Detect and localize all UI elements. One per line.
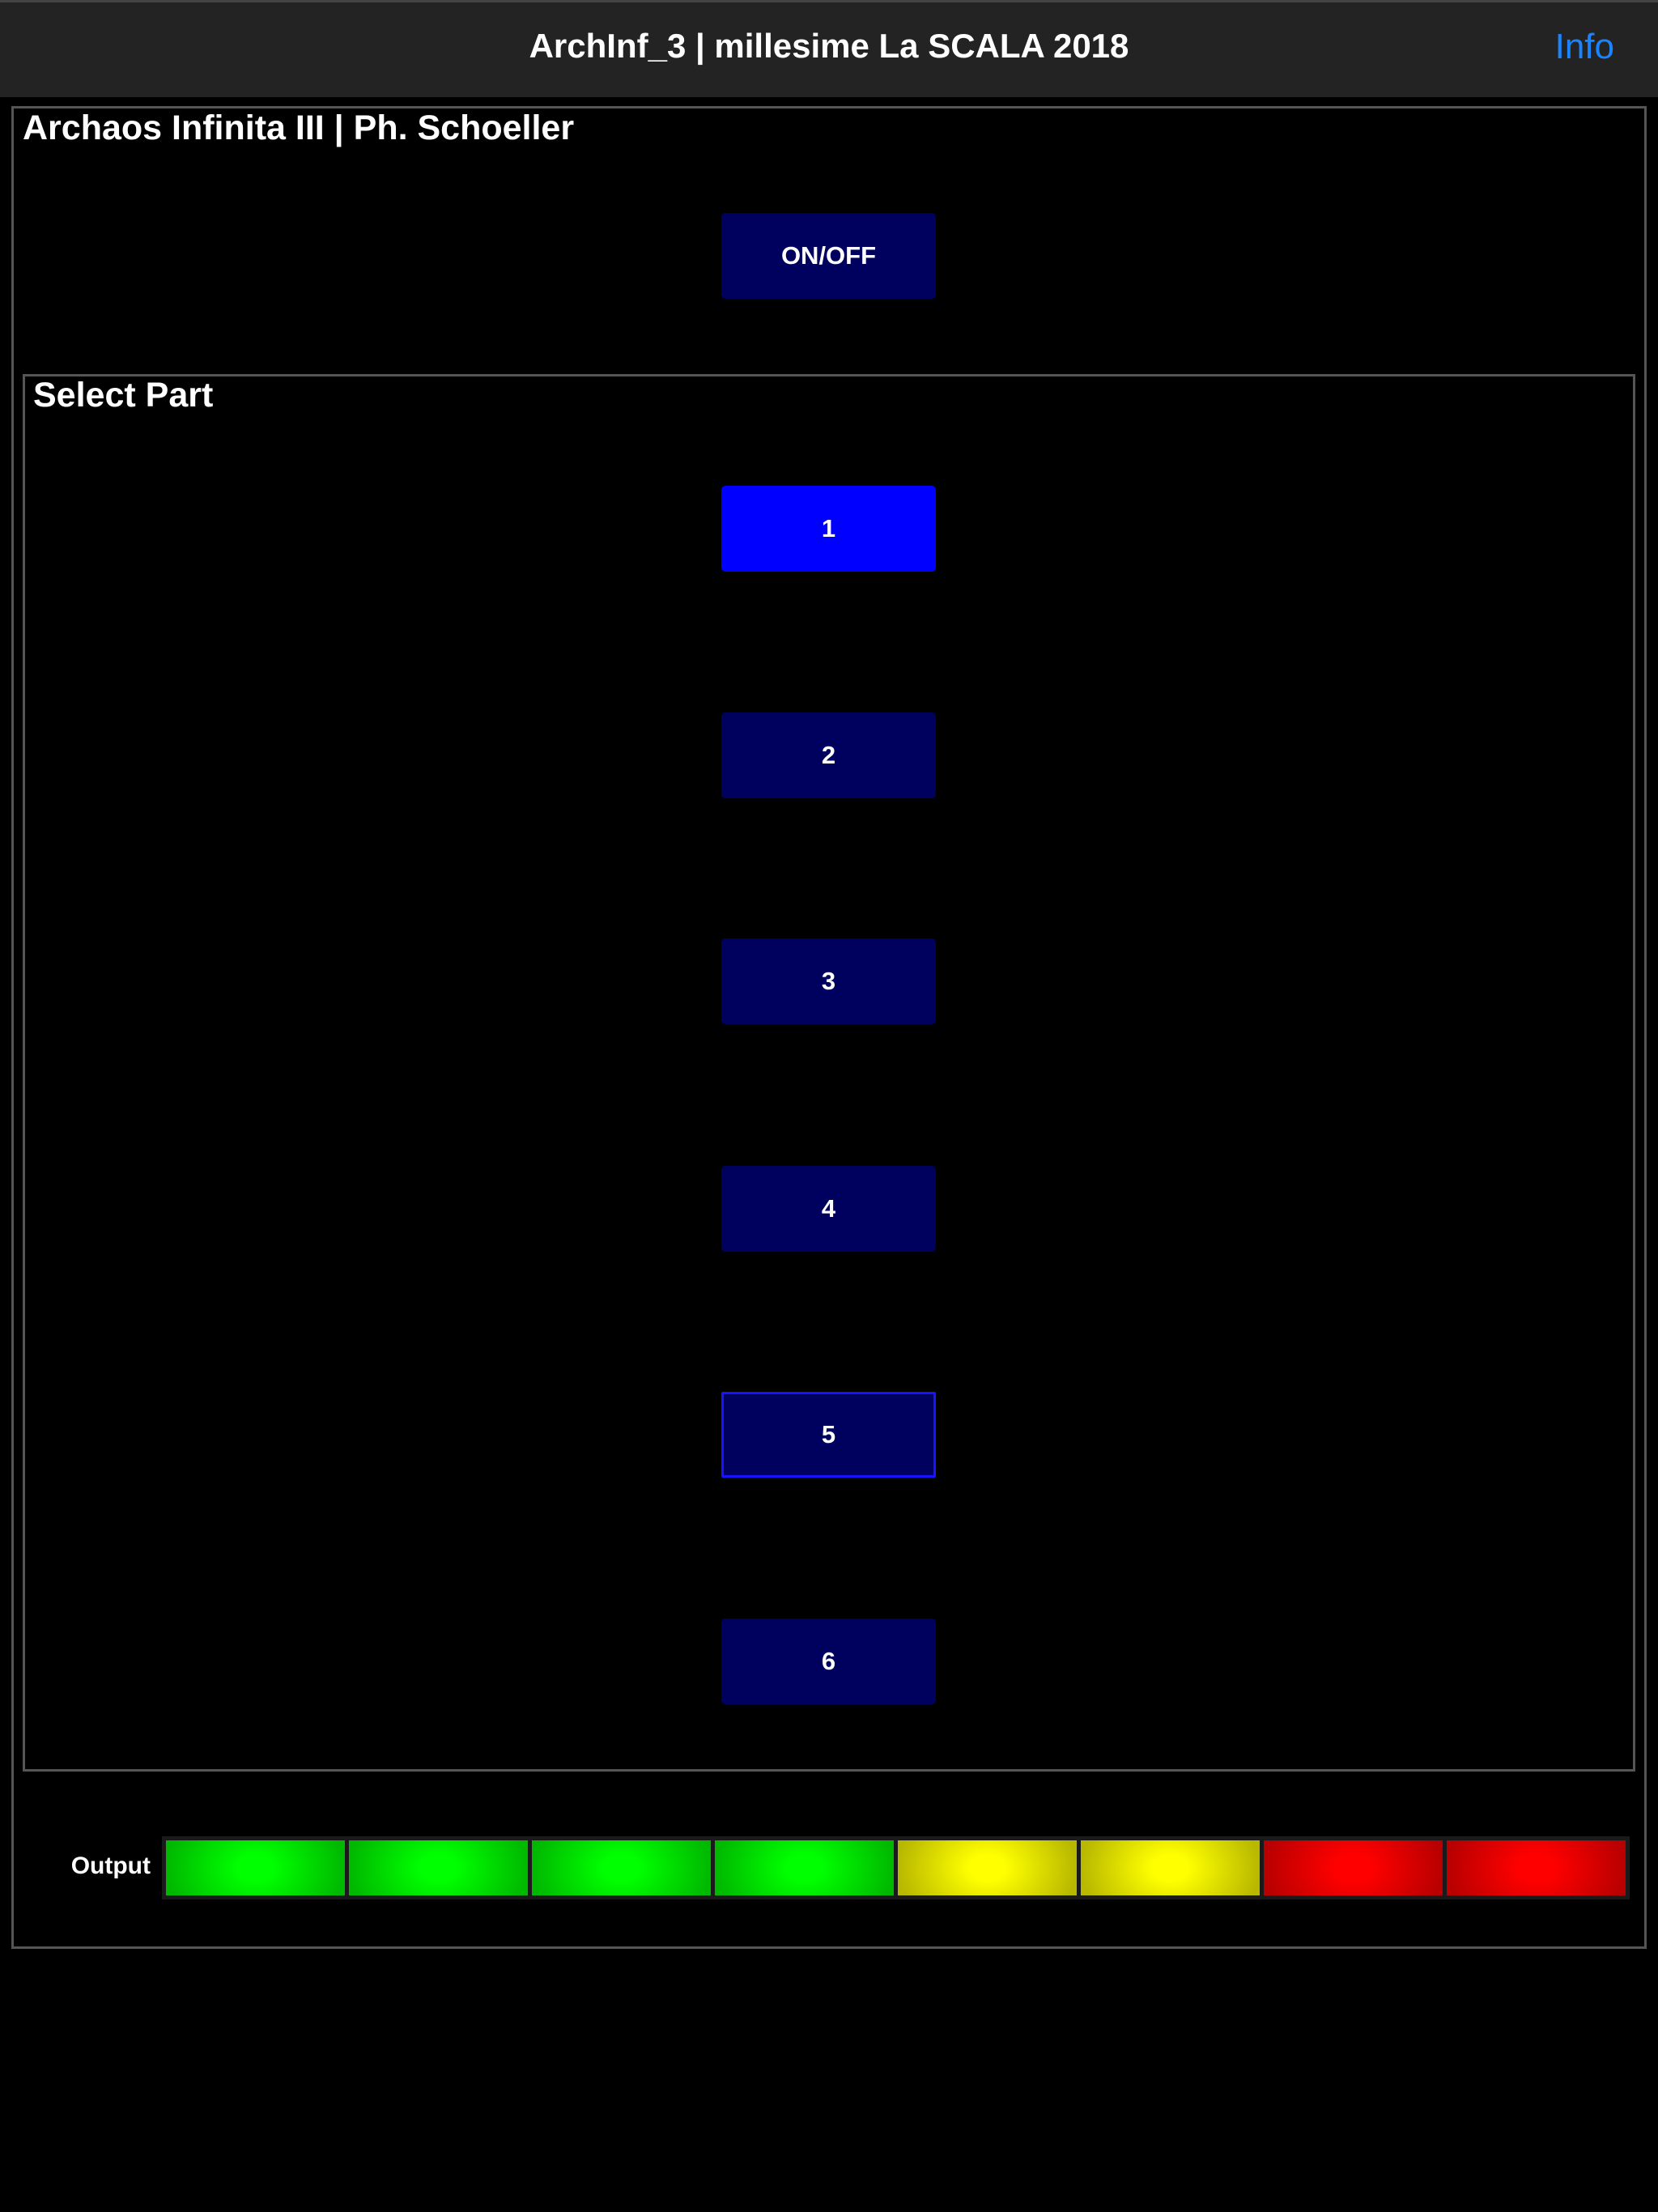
output-label: Output	[70, 1853, 151, 1879]
meter-segment	[349, 1840, 528, 1895]
part-button-4[interactable]: 4	[721, 1166, 936, 1252]
output-level-meter	[162, 1836, 1630, 1899]
info-button[interactable]: Info	[1554, 27, 1614, 66]
select-part-group	[23, 374, 1635, 1772]
part-button-2[interactable]: 2	[721, 713, 936, 798]
meter-segment	[898, 1840, 1077, 1895]
navigation-bar: ArchInf_3 | millesime La SCALA 2018 Info	[0, 0, 1658, 97]
part-button-3[interactable]: 3	[721, 938, 936, 1024]
part-button-5[interactable]: 5	[721, 1392, 936, 1478]
meter-segment	[1264, 1840, 1443, 1895]
part-button-1[interactable]: 1	[721, 486, 936, 572]
meter-segment	[532, 1840, 711, 1895]
select-part-title: Select Part	[33, 376, 214, 415]
meter-segment	[715, 1840, 894, 1895]
meter-segment	[1447, 1840, 1626, 1895]
panel-title: Archaos Infinita III | Ph. Schoeller	[23, 108, 575, 147]
part-button-6[interactable]: 6	[721, 1619, 936, 1704]
on-off-button[interactable]: ON/OFF	[721, 213, 936, 299]
instrument-panel	[11, 106, 1647, 1949]
meter-segment	[166, 1840, 345, 1895]
window-title: ArchInf_3 | millesime La SCALA 2018	[529, 27, 1129, 65]
meter-segment	[1081, 1840, 1260, 1895]
